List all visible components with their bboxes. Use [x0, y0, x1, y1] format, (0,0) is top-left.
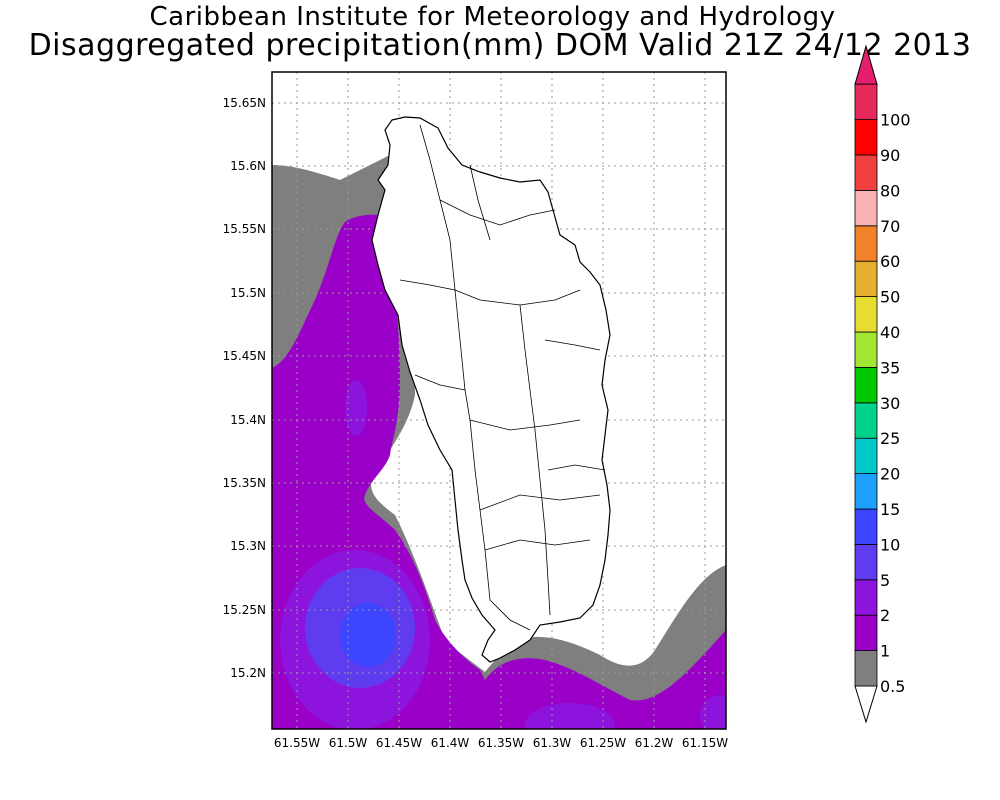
colorbar-segment [854, 579, 878, 616]
lat-label: 15.6N [230, 159, 266, 173]
lat-label: 15.55N [223, 222, 266, 236]
colorbar-label: 15 [880, 500, 900, 519]
colorbar-segment [854, 119, 878, 156]
colorbar-label: 70 [880, 217, 900, 236]
colorbar-segment [854, 260, 878, 298]
colorbar-segment [854, 437, 878, 475]
colorbar-segment [854, 650, 878, 687]
precip-band-2-5-north [345, 380, 367, 436]
lat-label: 15.2N [230, 666, 266, 680]
colorbar-segment [854, 296, 878, 333]
colorbar-label: 60 [880, 252, 900, 271]
colorbar-segment [854, 154, 878, 191]
lon-label: 61.2W [635, 736, 674, 750]
colorbar-label: 25 [880, 429, 900, 448]
lat-label: 15.25N [223, 603, 266, 617]
plot-frame [271, 71, 727, 730]
chart-title-line2: Disaggregated precipitation(mm) DOM Vali… [28, 28, 972, 63]
colorbar-segment [854, 508, 878, 545]
colorbar-segment [854, 614, 878, 652]
precip-band-10-15 [340, 603, 396, 667]
colorbar-label: 40 [880, 323, 900, 342]
chart-title-line1: Caribbean Institute for Meteorology and … [149, 2, 836, 32]
lon-label: 61.45W [376, 736, 422, 750]
lon-label: 61.4W [431, 736, 470, 750]
colorbar-label: 20 [880, 465, 900, 484]
lat-label: 15.45N [223, 349, 266, 363]
lon-label: 61.55W [274, 736, 320, 750]
lon-label: 61.3W [533, 736, 572, 750]
precip-band-2-5-east [700, 695, 726, 729]
colorbar-segment [854, 402, 878, 439]
precip-field [272, 72, 726, 729]
lat-axis: 15.65N 15.6N 15.55N 15.5N 15.45N 15.4N 1… [223, 96, 266, 680]
colorbar-label: 50 [880, 288, 900, 307]
rivers [399, 124, 606, 631]
colorbar-segment [854, 544, 878, 581]
colorbar-label: 100 [880, 111, 911, 130]
lon-label: 61.25W [580, 736, 626, 750]
colorbar-segment [854, 473, 878, 510]
lat-label: 15.35N [223, 476, 266, 490]
colorbar-label: 10 [880, 535, 900, 554]
colorbar-segment [854, 189, 878, 227]
lon-axis: 61.55W 61.5W 61.45W 61.4W 61.35W 61.3W 6… [274, 736, 728, 750]
colorbar-label: 0.5 [880, 677, 905, 696]
lon-label: 61.35W [478, 736, 524, 750]
lat-label: 15.65N [223, 96, 266, 110]
lat-label: 15.5N [230, 286, 266, 300]
precip-band-1-2-southeast [485, 630, 726, 729]
colorbar-label: 30 [880, 394, 900, 413]
colorbar-label: 35 [880, 358, 900, 377]
colorbar-under-triangle [854, 685, 878, 724]
colorbar-over-triangle [854, 44, 878, 85]
island-outline [371, 116, 611, 663]
colorbar-segment [854, 366, 878, 404]
colorbar-segment [854, 331, 878, 368]
colorbar-label: 5 [880, 571, 890, 590]
lon-label: 61.15W [682, 736, 728, 750]
colorbar-label: 90 [880, 146, 900, 165]
colorbar-label: 1 [880, 642, 890, 661]
colorbar-label: 2 [880, 606, 890, 625]
lat-label: 15.3N [230, 539, 266, 553]
colorbar-label: 80 [880, 181, 900, 200]
colorbar-segment [854, 225, 878, 262]
lon-label: 61.5W [329, 736, 368, 750]
precip-band-2-5-southeast [525, 703, 615, 729]
colorbar-segment [854, 83, 878, 120]
lat-label: 15.4N [230, 413, 266, 427]
